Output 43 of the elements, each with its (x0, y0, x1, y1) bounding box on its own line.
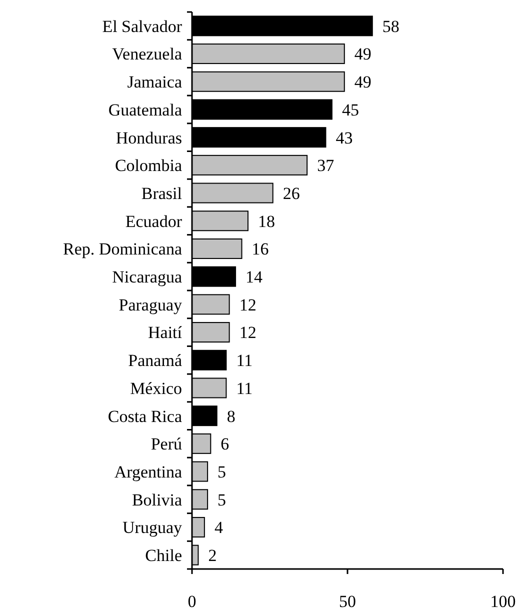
y-tick-label: Uruguay (122, 518, 182, 538)
y-tick-label: Brasil (141, 184, 182, 203)
y-tick-label: Nicaragua (112, 268, 182, 287)
data-label: 14 (246, 268, 264, 287)
y-tick-label: Jamaica (127, 72, 182, 92)
data-label: 43 (336, 128, 353, 148)
y-tick-label: Chile (145, 546, 182, 566)
data-label: 26 (282, 184, 300, 203)
data-label: 58 (382, 16, 400, 36)
data-label: 2 (208, 546, 217, 566)
y-tick-label: El Salvador (102, 16, 182, 36)
data-label: 49 (354, 44, 372, 64)
data-label: 45 (342, 100, 359, 120)
data-label: 5 (218, 490, 226, 510)
y-tick-label: Paraguay (118, 295, 182, 314)
data-label: 12 (239, 295, 256, 314)
y-tick-label: Rep. Dominicana (63, 240, 182, 259)
data-label: 4 (214, 518, 224, 538)
data-label: 16 (252, 240, 269, 259)
y-tick-label: Ecuador (125, 212, 182, 231)
y-tick-label: Argentina (114, 462, 182, 482)
y-tick-label: Perú (150, 434, 182, 454)
y-tick-label: Costa Rica (108, 406, 182, 426)
x-tick-label: 0 (188, 592, 196, 611)
x-tick-label: 100 (490, 592, 516, 611)
y-tick-label: Colombia (114, 156, 182, 176)
y-tick-label: Guatemala (108, 100, 182, 120)
data-label: 8 (226, 406, 236, 426)
data-label: 11 (236, 351, 253, 370)
data-label: 37 (317, 156, 335, 176)
data-label: 6 (220, 434, 230, 454)
x-tick-label: 50 (339, 592, 356, 611)
y-tick-label: México (130, 378, 182, 398)
data-label: 11 (236, 378, 253, 398)
y-tick-label: Venezuela (112, 44, 182, 64)
data-label: 49 (354, 72, 372, 92)
y-tick-label: Honduras (116, 128, 182, 148)
y-tick-label: Haití (148, 323, 182, 342)
y-tick-label: Bolivia (132, 490, 182, 510)
data-label: 18 (258, 212, 275, 231)
data-label: 5 (218, 462, 226, 482)
data-label: 12 (239, 323, 256, 342)
y-tick-label: Panamá (128, 351, 182, 370)
